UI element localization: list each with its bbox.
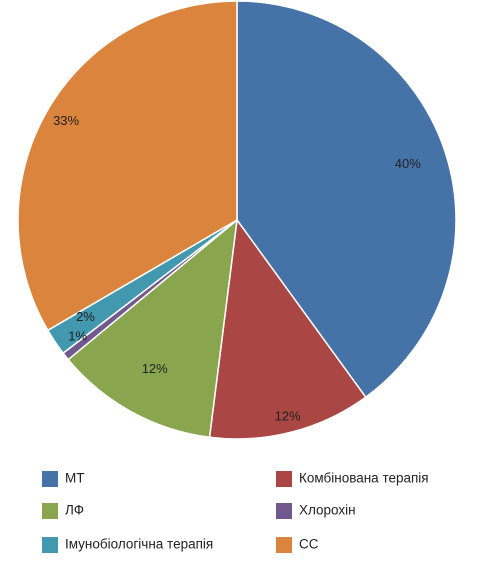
legend-item-2: Комбінована терапія: [276, 471, 429, 487]
legend-swatch: [42, 503, 58, 519]
legend-swatch: [276, 471, 292, 487]
pie-slice-6: [17, 0, 238, 332]
legend-label: Комбінована терапія: [299, 471, 429, 486]
legend-swatch: [42, 537, 58, 553]
legend-swatch: [276, 537, 292, 553]
data-label-5: 2%: [76, 309, 95, 324]
pie-slice-3: [67, 218, 238, 439]
legend-label: СС: [299, 537, 319, 552]
legend-item-3: ЛФ: [42, 503, 84, 519]
legend-swatch: [276, 503, 292, 519]
legend-label: МТ: [65, 471, 85, 486]
pie-slices: [17, 0, 457, 440]
data-label-6: 33%: [53, 113, 79, 128]
data-label-2: 12%: [275, 409, 301, 424]
legend-label: Імунобіологічна терапія: [65, 537, 213, 552]
legend-item-4: Хлорохін: [276, 503, 356, 519]
data-label-1: 40%: [395, 156, 421, 171]
chart-legend: МТ Комбінована терапія ЛФ Хлорохін Імунобіол…: [42, 471, 429, 553]
legend-label: ЛФ: [65, 503, 84, 518]
pie-data-labels: 40% 12% 12% 1% 2% 33%: [53, 113, 421, 423]
legend-swatch: [42, 471, 58, 487]
legend-item-1: МТ: [42, 471, 85, 487]
pie-slice-1: [236, 0, 457, 399]
legend-item-6: СС: [276, 537, 319, 553]
data-label-4: 1%: [68, 329, 87, 344]
pie-slice-2: [208, 218, 367, 440]
legend-item-5: Імунобіологічна терапія: [42, 537, 213, 553]
legend-label: Хлорохін: [299, 503, 356, 518]
data-label-3: 12%: [142, 361, 168, 376]
